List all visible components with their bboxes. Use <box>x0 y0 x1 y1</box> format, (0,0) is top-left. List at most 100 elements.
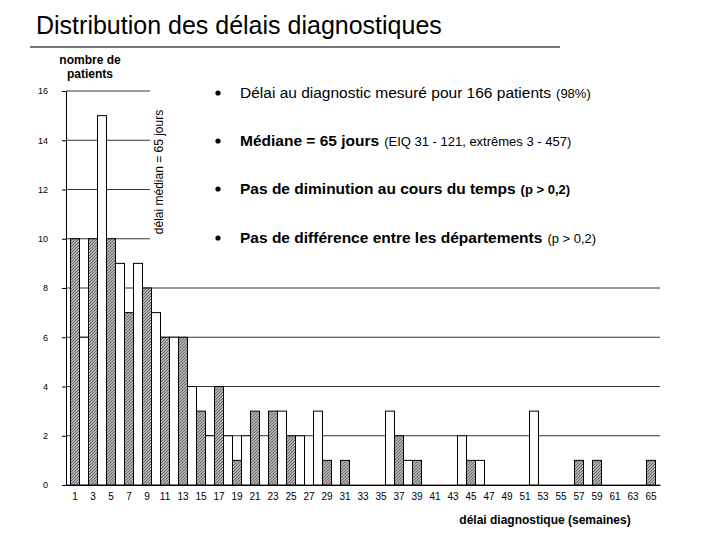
annotation-text: Médiane = 65 jours <box>240 132 379 149</box>
annotation-text: Pas de différence entre les départements <box>240 229 542 246</box>
x-tick: 65 <box>645 491 657 502</box>
y-tick: 14 <box>38 136 66 146</box>
x-tick-label: 11 <box>160 491 171 502</box>
y-tick-label: 16 <box>38 86 48 96</box>
y-tick-mark <box>62 190 66 191</box>
bar <box>215 387 224 486</box>
bar <box>566 485 575 486</box>
x-tick-label: 53 <box>537 491 549 502</box>
bar <box>206 436 215 485</box>
bar <box>395 436 404 485</box>
x-tick: 25 <box>285 491 297 502</box>
x-tick-label: 33 <box>357 491 369 502</box>
x-tick: 45 <box>465 491 477 502</box>
bar <box>647 460 656 485</box>
x-tick-label: 41 <box>429 491 441 502</box>
bar <box>152 313 161 485</box>
y-tick: 2 <box>43 431 66 441</box>
bar <box>197 411 206 485</box>
y-tick: 16 <box>38 86 66 96</box>
bar <box>314 411 323 485</box>
bar <box>521 485 530 486</box>
bar <box>332 485 341 486</box>
y-tick: 6 <box>43 333 66 343</box>
x-tick-label: 13 <box>177 491 189 502</box>
x-tick: 39 <box>411 491 423 502</box>
bullet <box>215 90 220 95</box>
bar <box>71 239 80 485</box>
x-tick-label: 65 <box>645 491 657 502</box>
x-tick: 33 <box>357 491 369 502</box>
x-tick-label: 23 <box>267 491 279 502</box>
x-tick: 43 <box>447 491 459 502</box>
bar <box>593 460 602 485</box>
annotation-detail: (98%) <box>556 86 591 101</box>
y-tick-label: 4 <box>43 382 48 392</box>
x-axis-title: délai diagnostique (semaines) <box>459 513 630 527</box>
x-tick: 29 <box>321 491 333 502</box>
x-tick: 55 <box>555 491 567 502</box>
bar <box>449 485 458 486</box>
y-tick-mark <box>62 288 66 289</box>
annotation: Pas de différence entre les départements… <box>240 229 596 246</box>
bar <box>233 460 242 485</box>
text-box <box>150 78 720 270</box>
bar <box>224 436 233 485</box>
bar <box>638 485 647 486</box>
bar <box>476 460 485 485</box>
bar <box>557 485 566 486</box>
x-tick-label: 9 <box>144 491 150 502</box>
bar <box>620 485 629 486</box>
x-tick: 9 <box>144 491 150 502</box>
bullet <box>215 235 220 240</box>
title: Distribution des délais diagnostiques <box>36 11 442 39</box>
bar <box>179 337 188 485</box>
bar <box>323 460 332 485</box>
x-tick: 5 <box>108 491 114 502</box>
bar <box>494 485 503 486</box>
bar <box>134 263 143 485</box>
bar <box>143 288 152 485</box>
y-tick: 4 <box>43 382 66 392</box>
x-tick-label: 31 <box>339 491 351 502</box>
x-tick: 53 <box>537 491 549 502</box>
x-tick-label: 59 <box>591 491 603 502</box>
x-tick-label: 27 <box>303 491 315 502</box>
x-tick-label: 61 <box>609 491 621 502</box>
y-tick-label: 12 <box>38 185 48 195</box>
bullet <box>215 186 220 191</box>
bar <box>413 460 422 485</box>
x-tick: 41 <box>429 491 441 502</box>
annotation-text: Pas de diminution au cours du temps <box>240 180 516 197</box>
bar <box>296 436 305 485</box>
bar <box>341 460 350 485</box>
bar <box>539 485 548 486</box>
x-tick-label: 57 <box>573 491 585 502</box>
y-tick-mark <box>62 436 66 437</box>
x-tick-label: 37 <box>393 491 405 502</box>
x-tick-label: 45 <box>465 491 477 502</box>
x-tick: 49 <box>501 491 513 502</box>
x-tick: 35 <box>375 491 387 502</box>
y-tick-label: 8 <box>43 283 48 293</box>
y-tick: 0 <box>43 480 66 490</box>
bar <box>188 387 197 486</box>
bar <box>116 263 125 485</box>
x-tick: 47 <box>483 491 495 502</box>
annotation: Pas de diminution au cours du temps (p > … <box>240 180 570 197</box>
x-tick: 51 <box>519 491 531 502</box>
bar <box>386 411 395 485</box>
bar <box>269 411 278 485</box>
x-tick: 1 <box>72 491 78 502</box>
x-tick: 63 <box>627 491 639 502</box>
bar <box>422 485 431 486</box>
title-rule <box>30 46 560 48</box>
bar <box>287 436 296 485</box>
bar <box>404 460 413 485</box>
annotation-detail: (p > 0,2) <box>521 182 571 197</box>
x-tick-label: 17 <box>213 491 225 502</box>
x-tick-label: 35 <box>375 491 387 502</box>
bar <box>512 485 521 486</box>
bar <box>350 485 359 486</box>
x-tick-label: 1 <box>72 491 78 502</box>
